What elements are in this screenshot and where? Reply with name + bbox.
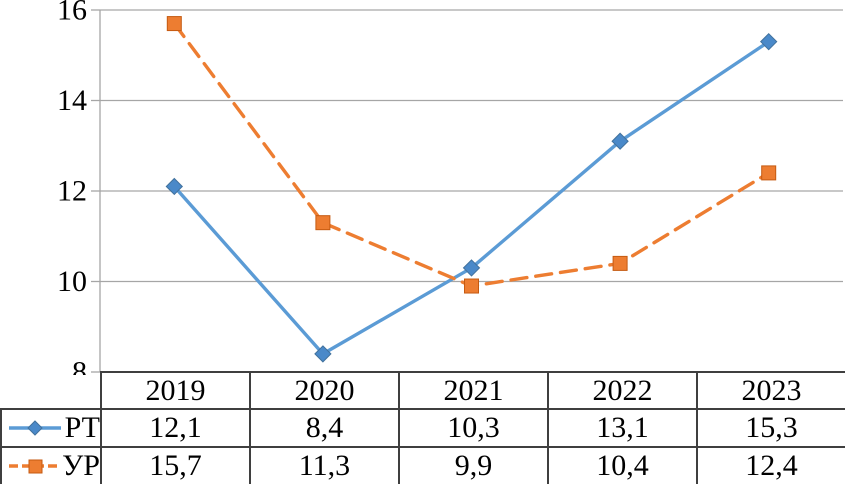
- data-point-marker-diamond: [462, 259, 481, 277]
- data-point-marker-square: [761, 165, 777, 181]
- series-row-РТ: РТ 12,1 8,4 10,3 13,1 15,3: [0, 408, 845, 448]
- chart-plot-area: 8 10 12 14 16: [57, 0, 843, 376]
- y-axis-tick-label: 14: [57, 84, 87, 117]
- value-cell: 12,4: [696, 446, 845, 484]
- y-axis-tick-label: 12: [57, 175, 87, 208]
- data-point-marker-square: [166, 16, 182, 32]
- data-point-marker-square: [612, 255, 628, 271]
- y-axis-tick-label: 16: [57, 0, 87, 27]
- year-header-cell: 2023: [696, 371, 845, 410]
- year-header-cell: 2020: [249, 371, 400, 410]
- chart-data-table: 2019 2020 2021 2022 2023 РТ 12,1 8,4 10,3 13,1 15,…: [0, 371, 845, 484]
- series-name-label: УР: [62, 449, 100, 482]
- value-cell: 8,4: [249, 408, 400, 448]
- series-name-label: РТ: [64, 411, 100, 444]
- value-cell: 10,4: [547, 446, 698, 484]
- legend-square-line-icon: [9, 459, 59, 474]
- year-header-row: 2019 2020 2021 2022 2023: [1, 371, 845, 410]
- series-row-УР: УР 15,7 11,3 9,9 10,4 12,4: [0, 446, 845, 484]
- year-header-cell: 2022: [547, 371, 698, 410]
- value-cell: 15,7: [100, 446, 251, 484]
- year-header-cell: 2021: [398, 371, 549, 410]
- series-line-РТ: [172, 39, 771, 356]
- data-point-marker-diamond: [611, 132, 629, 150]
- value-cell: 15,3: [696, 408, 845, 448]
- data-point-marker-square: [464, 278, 479, 294]
- legend-diamond-line-icon: [9, 420, 61, 436]
- y-axis-tick-label: 10: [57, 265, 87, 298]
- y-axis-tick-label: 8: [72, 356, 87, 376]
- legend-cell: УР: [0, 446, 102, 484]
- data-point-marker-diamond: [314, 345, 332, 363]
- value-cell: 10,3: [398, 408, 549, 448]
- table-corner-blank: [1, 372, 102, 409]
- data-point-marker-diamond: [165, 177, 184, 196]
- legend-cell: РТ: [0, 408, 102, 448]
- data-point-marker-diamond: [759, 32, 778, 51]
- legend-key: УР: [3, 449, 100, 482]
- value-cell: 12,1: [100, 408, 251, 448]
- series-line-УР: [172, 21, 771, 288]
- data-point-marker-square: [315, 215, 331, 231]
- value-cell: 13,1: [547, 408, 698, 448]
- value-cell: 11,3: [249, 446, 400, 484]
- year-header-cell: 2019: [100, 371, 251, 410]
- legend-key: РТ: [3, 411, 100, 444]
- value-cell: 9,9: [398, 446, 549, 484]
